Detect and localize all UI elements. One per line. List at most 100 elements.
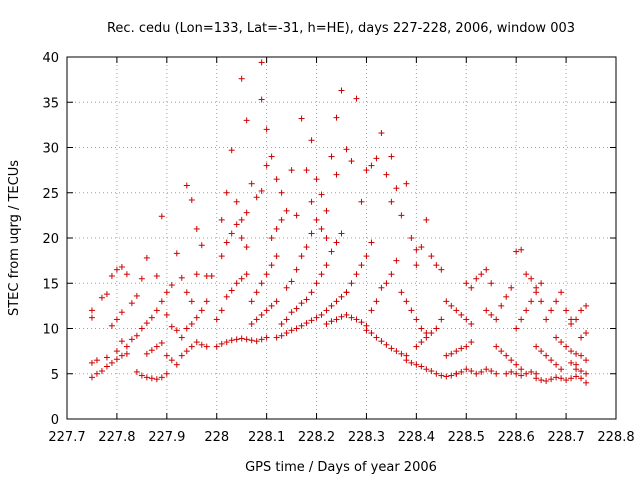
data-point bbox=[88, 359, 95, 366]
y-tick-label: 40 bbox=[42, 51, 59, 66]
data-point bbox=[428, 330, 435, 337]
data-point bbox=[188, 298, 195, 305]
data-point bbox=[553, 334, 560, 341]
x-tick-label: 228.3 bbox=[348, 430, 385, 445]
data-point bbox=[368, 239, 375, 246]
data-point bbox=[263, 271, 270, 278]
data-point bbox=[398, 350, 405, 357]
x-tick-label: 228.5 bbox=[448, 430, 485, 445]
data-point bbox=[553, 374, 560, 381]
data-point bbox=[353, 271, 360, 278]
data-point bbox=[258, 96, 265, 103]
data-point bbox=[413, 343, 420, 350]
data-point bbox=[333, 298, 340, 305]
data-point bbox=[238, 335, 245, 342]
y-tick-label: 5 bbox=[51, 368, 59, 383]
data-point bbox=[143, 320, 150, 327]
grid bbox=[67, 57, 616, 419]
data-point bbox=[373, 298, 380, 305]
data-point bbox=[413, 246, 420, 253]
data-point bbox=[543, 352, 550, 359]
data-point bbox=[438, 372, 445, 379]
data-point bbox=[418, 363, 425, 370]
data-point bbox=[158, 374, 165, 381]
data-point bbox=[578, 375, 585, 382]
data-point bbox=[228, 147, 235, 154]
data-point bbox=[473, 370, 480, 377]
data-point bbox=[573, 361, 580, 368]
data-point bbox=[253, 194, 260, 201]
data-point bbox=[328, 302, 335, 309]
data-point bbox=[233, 198, 240, 205]
data-point bbox=[188, 343, 195, 350]
data-point bbox=[103, 363, 110, 370]
data-point bbox=[483, 266, 490, 273]
data-point bbox=[218, 216, 225, 223]
data-point bbox=[283, 330, 290, 337]
data-point bbox=[353, 95, 360, 102]
data-point bbox=[253, 289, 260, 296]
data-point bbox=[178, 274, 185, 281]
data-point bbox=[463, 343, 470, 350]
data-point bbox=[563, 343, 570, 350]
data-point bbox=[418, 325, 425, 332]
data-point bbox=[88, 307, 95, 314]
x-tick-label: 228.7 bbox=[547, 430, 584, 445]
data-point bbox=[248, 180, 255, 187]
data-point bbox=[298, 322, 305, 329]
data-point bbox=[448, 372, 455, 379]
x-tick-label: 227.8 bbox=[98, 430, 135, 445]
data-point bbox=[333, 114, 340, 121]
data-point bbox=[558, 375, 565, 382]
data-point bbox=[408, 359, 415, 366]
data-point bbox=[348, 314, 355, 321]
data-point bbox=[463, 280, 470, 287]
data-point bbox=[513, 370, 520, 377]
data-point bbox=[263, 334, 270, 341]
data-point bbox=[423, 334, 430, 341]
data-point bbox=[318, 311, 325, 318]
data-point bbox=[278, 332, 285, 339]
data-point bbox=[218, 340, 225, 347]
data-point bbox=[278, 320, 285, 327]
data-point bbox=[248, 337, 255, 344]
data-point bbox=[108, 273, 115, 280]
data-point bbox=[228, 287, 235, 294]
data-point bbox=[448, 350, 455, 357]
data-point bbox=[268, 302, 275, 309]
data-points bbox=[88, 59, 590, 386]
data-point bbox=[498, 302, 505, 309]
chart-title: Rec. cedu (Lon=133, Lat=-31, h=HE), days… bbox=[107, 21, 575, 36]
data-point bbox=[463, 316, 470, 323]
data-point bbox=[153, 376, 160, 383]
data-point bbox=[323, 207, 330, 214]
data-point bbox=[298, 300, 305, 307]
data-point bbox=[138, 275, 145, 282]
data-point bbox=[363, 253, 370, 260]
data-point bbox=[238, 275, 245, 282]
data-point bbox=[493, 343, 500, 350]
data-point bbox=[578, 352, 585, 359]
data-point bbox=[313, 176, 320, 183]
data-point bbox=[243, 117, 250, 124]
data-point bbox=[323, 262, 330, 269]
data-point bbox=[368, 162, 375, 169]
data-point bbox=[393, 185, 400, 192]
data-point bbox=[168, 323, 175, 330]
y-tick-label: 0 bbox=[51, 413, 59, 428]
data-point bbox=[578, 334, 585, 341]
data-point bbox=[168, 282, 175, 289]
data-point bbox=[233, 221, 240, 228]
data-point bbox=[313, 314, 320, 321]
data-point bbox=[463, 366, 470, 373]
data-point bbox=[108, 322, 115, 329]
data-point bbox=[568, 375, 575, 382]
x-tick-label: 228.4 bbox=[398, 430, 435, 445]
data-point bbox=[303, 167, 310, 174]
data-point bbox=[103, 354, 110, 361]
data-point bbox=[173, 361, 180, 368]
x-tick-label: 227.7 bbox=[48, 430, 85, 445]
data-point bbox=[438, 316, 445, 323]
y-tick-label: 20 bbox=[42, 232, 59, 247]
data-point bbox=[308, 198, 315, 205]
